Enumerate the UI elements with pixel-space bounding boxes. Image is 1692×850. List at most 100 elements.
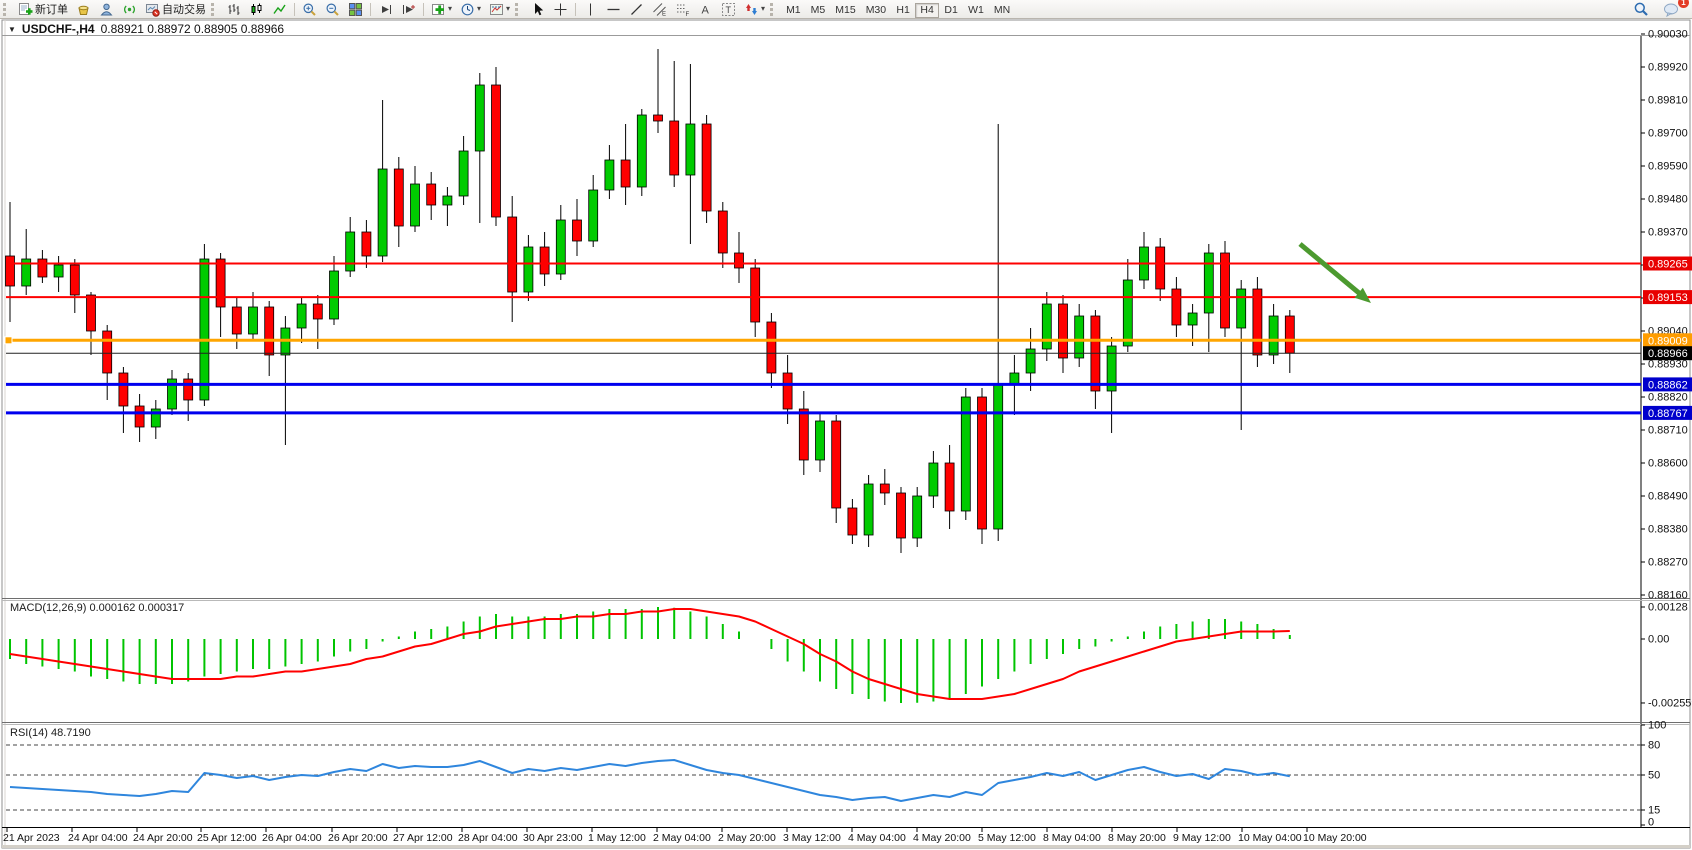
tile-windows-icon xyxy=(349,2,362,16)
hline-handle[interactable] xyxy=(4,336,13,345)
chart-title-bar: ▼ USDCHF-,H4 0.88921 0.88972 0.88905 0.8… xyxy=(8,22,284,36)
templates-button[interactable]: ▾ xyxy=(485,1,514,18)
svg-text:26 Apr 20:00: 26 Apr 20:00 xyxy=(328,832,388,844)
fibonacci-icon: F xyxy=(677,4,690,17)
timeframe-button-h4[interactable]: H4 xyxy=(915,2,940,18)
signals-button[interactable] xyxy=(118,1,141,18)
svg-text:24 Apr 20:00: 24 Apr 20:00 xyxy=(133,832,193,844)
timeframe-button-m15[interactable]: M15 xyxy=(830,3,860,18)
trendline-button[interactable] xyxy=(625,1,648,18)
chart-shift-button[interactable] xyxy=(397,1,420,18)
svg-text:0.88270: 0.88270 xyxy=(1648,557,1688,569)
svg-text:9 May 12:00: 9 May 12:00 xyxy=(1173,832,1231,844)
svg-text:15: 15 xyxy=(1648,805,1660,817)
text-button[interactable]: A xyxy=(694,1,717,18)
macd-indicator-label: MACD(12,26,9) 0.000162 0.000317 xyxy=(10,602,185,614)
line-chart-button[interactable] xyxy=(268,1,291,18)
toolbar-grip[interactable] xyxy=(515,2,523,16)
svg-text:0.88600: 0.88600 xyxy=(1648,458,1688,470)
svg-text:T: T xyxy=(726,5,732,15)
timeframe-button-h1[interactable]: H1 xyxy=(891,3,915,18)
svg-text:0.88862: 0.88862 xyxy=(1648,379,1688,391)
svg-text:-0.002559: -0.002559 xyxy=(1648,697,1692,709)
timeframe-button-mn[interactable]: MN xyxy=(989,3,1015,18)
toolbar-grip[interactable] xyxy=(770,2,778,16)
crosshair-button[interactable] xyxy=(549,1,572,18)
annotation-arrow[interactable] xyxy=(1298,242,1371,303)
price-axis: 0.90030 0.89920 0.89810 0.89700 0.89590 0.894… xyxy=(1641,29,1688,602)
svg-text:8 May 20:00: 8 May 20:00 xyxy=(1108,832,1166,844)
line-chart-icon xyxy=(273,4,286,14)
autotrade-label: 自动交易 xyxy=(162,4,206,16)
candlestick-chart-button[interactable] xyxy=(245,1,268,18)
zoom-in-button[interactable] xyxy=(298,1,321,18)
profile-person-icon xyxy=(100,3,113,15)
chevron-down-icon: ▾ xyxy=(506,4,511,13)
chart-ohlc-values: 0.88921 0.88972 0.88905 0.88966 xyxy=(100,22,285,36)
horizontal-line-icon xyxy=(607,8,620,10)
horizontal-line-button[interactable] xyxy=(602,1,625,18)
timeframe-button-m5[interactable]: M5 xyxy=(806,3,831,18)
timeframe-button-m30[interactable]: M30 xyxy=(861,3,891,18)
timeframe-button-w1[interactable]: W1 xyxy=(963,3,989,18)
svg-text:4 May 20:00: 4 May 20:00 xyxy=(913,832,971,844)
svg-text:10 May 20:00: 10 May 20:00 xyxy=(1303,832,1367,844)
rsi-pane: 100 80 50 150 xyxy=(6,720,1666,829)
signal-icon xyxy=(124,5,135,13)
notifications-button[interactable] xyxy=(1659,1,1684,18)
svg-text:0.00: 0.00 xyxy=(1648,634,1669,646)
tile-windows-button[interactable] xyxy=(344,1,367,18)
timeframe-button-m1[interactable]: M1 xyxy=(781,3,806,18)
zoom-out-icon xyxy=(326,3,339,16)
timeframe-button-d1[interactable]: D1 xyxy=(939,3,963,18)
toolbar-grip[interactable] xyxy=(211,2,219,16)
zoom-out-button[interactable] xyxy=(321,1,344,18)
search-button[interactable] xyxy=(1629,1,1653,18)
svg-text:5 May 12:00: 5 May 12:00 xyxy=(978,832,1036,844)
text-a-icon: A xyxy=(702,4,710,16)
svg-text:0.88820: 0.88820 xyxy=(1648,392,1688,404)
svg-text:0.89920: 0.89920 xyxy=(1648,62,1688,74)
chevron-down-icon: ▾ xyxy=(761,4,766,13)
vertical-line-button[interactable] xyxy=(579,1,602,18)
macd-pane: 0.00128 0.00 -0.002559 xyxy=(9,602,1692,709)
svg-text:0.88380: 0.88380 xyxy=(1648,524,1688,536)
new-order-icon xyxy=(19,2,33,15)
new-order-button[interactable]: 新订单 xyxy=(14,1,72,18)
profiles-button[interactable] xyxy=(95,1,118,18)
auto-scroll-button[interactable] xyxy=(374,1,397,18)
svg-text:0.88160: 0.88160 xyxy=(1648,590,1688,602)
horizontal-lines-layer[interactable] xyxy=(4,262,1641,415)
toolbar-grip[interactable] xyxy=(3,2,11,16)
bar-chart-icon xyxy=(228,3,240,15)
cursor-button[interactable] xyxy=(526,1,549,18)
svg-text:28 Apr 04:00: 28 Apr 04:00 xyxy=(458,832,518,844)
svg-text:0.89370: 0.89370 xyxy=(1648,227,1688,239)
collapse-triangle-icon[interactable]: ▼ xyxy=(8,24,16,34)
autotrade-icon xyxy=(146,3,160,17)
zoom-in-icon xyxy=(303,3,316,16)
svg-text:1 May 12:00: 1 May 12:00 xyxy=(588,832,646,844)
svg-text:0.90030: 0.90030 xyxy=(1648,29,1688,41)
arrows-button[interactable]: ▾ xyxy=(740,1,769,18)
fibonacci-button[interactable]: F xyxy=(671,1,694,18)
toolbar: 新订单 xyxy=(0,0,1692,19)
svg-text:50: 50 xyxy=(1648,770,1660,782)
chevron-down-icon: ▾ xyxy=(477,4,482,13)
svg-text:0.89700: 0.89700 xyxy=(1648,128,1688,140)
rsi-indicator-label: RSI(14) 48.7190 xyxy=(10,727,91,739)
channel-button[interactable]: E xyxy=(648,1,671,18)
template-icon xyxy=(490,3,504,15)
arrows-tool-icon xyxy=(746,3,758,15)
periods-button[interactable]: ▾ xyxy=(456,1,485,18)
indicators-button[interactable]: ▾ xyxy=(427,1,456,18)
svg-text:0.89810: 0.89810 xyxy=(1648,95,1688,107)
paint-bucket-button[interactable] xyxy=(72,1,95,18)
text-label-button[interactable]: T xyxy=(717,1,740,18)
svg-text:0.00128: 0.00128 xyxy=(1648,602,1688,614)
bar-chart-button[interactable] xyxy=(222,1,245,18)
autotrade-button[interactable]: 自动交易 xyxy=(141,1,210,18)
indicators-icon xyxy=(432,3,444,15)
